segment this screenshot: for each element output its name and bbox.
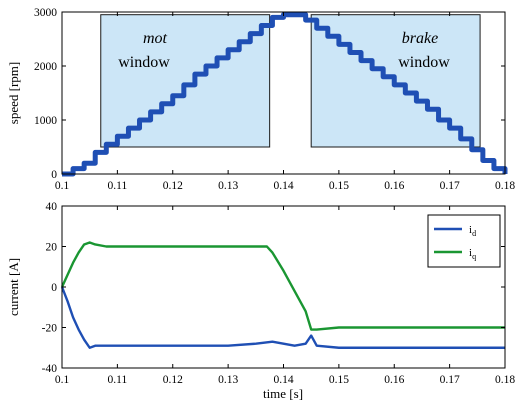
speed-x-tick-label: 0.14 bbox=[273, 180, 293, 192]
speed-y-axis-label: speed [rpm] bbox=[6, 62, 21, 124]
speed-x-tick-label: 0.12 bbox=[163, 180, 183, 192]
speed-x-tick-label: 0.13 bbox=[218, 180, 238, 192]
current-x-tick-label: 0.18 bbox=[495, 374, 515, 386]
speed-y-tick-label: 2000 bbox=[34, 61, 57, 73]
speed-x-tick-label: 0.18 bbox=[495, 180, 515, 192]
current-y-tick-label: 40 bbox=[46, 201, 58, 213]
mot-window-rect bbox=[100, 14, 271, 148]
mot-window-label: window bbox=[118, 54, 170, 71]
current-x-tick-label: 0.17 bbox=[440, 374, 460, 386]
brake-window-label: window bbox=[398, 54, 450, 71]
time-x-axis-label: time [s] bbox=[263, 386, 303, 401]
current-x-tick-label: 0.12 bbox=[163, 374, 183, 386]
speed-series-line-0 bbox=[62, 12, 508, 177]
speed-y-tick-label: 0 bbox=[51, 169, 57, 181]
speed-x-tick-label: 0.17 bbox=[440, 180, 460, 192]
legend-box bbox=[427, 214, 501, 268]
current-y-tick-label: 20 bbox=[46, 242, 58, 254]
speed-x-tick-label: 0.16 bbox=[384, 180, 404, 192]
current-panel: 0.1 0.11 0.12 0.13 0.14 0.15 0.16 0.17 0.18 -40-… bbox=[6, 201, 515, 401]
legend-label-iq: iq bbox=[469, 247, 476, 261]
speed-x-tick-label: 0.11 bbox=[108, 180, 128, 192]
legend-label-id: id bbox=[469, 224, 476, 238]
speed-y-tick-label: 1000 bbox=[34, 115, 57, 127]
speed-x-ticks: 0.1 0.11 0.12 0.13 0.14 0.15 0.16 0.17 0.18 bbox=[55, 12, 515, 192]
legend: id iq bbox=[427, 214, 501, 268]
current-series-group bbox=[60, 241, 505, 349]
speed-series-group bbox=[62, 12, 508, 177]
speed-x-tick-label: 0.15 bbox=[329, 180, 349, 192]
current-y-ticks: -40 -20 0 20 40 bbox=[42, 201, 505, 375]
current-series-line-id bbox=[60, 286, 505, 349]
current-x-tick-label: 0.13 bbox=[218, 374, 238, 386]
speed-y-tick-label: 3000 bbox=[34, 7, 57, 19]
current-x-ticks: 0.1 0.11 0.12 0.13 0.14 0.15 0.16 0.17 0.18 bbox=[55, 206, 515, 386]
speed-y-ticks: 0 1000 2000 3000 bbox=[34, 7, 505, 181]
speed-x-tick-label: 0.1 bbox=[55, 180, 70, 192]
current-y-tick-label: 0 bbox=[51, 282, 57, 294]
current-series-line-iq bbox=[60, 241, 505, 331]
mot-window-title: mot bbox=[143, 30, 168, 47]
current-x-tick-label: 0.1 bbox=[55, 374, 70, 386]
speed-panel: 0.1 0.11 0.12 0.13 0.14 0.15 0.16 0.17 0.18 0 100… bbox=[6, 7, 515, 192]
current-x-tick-label: 0.15 bbox=[329, 374, 349, 386]
brake-window-title: brake bbox=[402, 30, 438, 47]
current-y-tick-label: -40 bbox=[42, 363, 58, 375]
current-y-axis-label: current [A] bbox=[6, 258, 21, 316]
current-x-tick-label: 0.11 bbox=[108, 374, 128, 386]
current-y-tick-label: -20 bbox=[42, 323, 58, 335]
current-x-tick-label: 0.16 bbox=[384, 374, 404, 386]
current-x-tick-label: 0.14 bbox=[273, 374, 293, 386]
